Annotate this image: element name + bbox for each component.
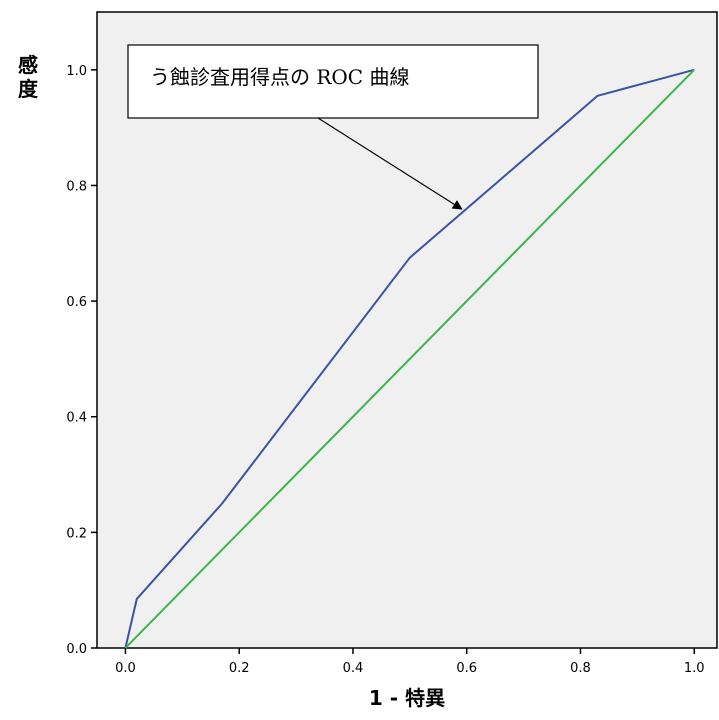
roc-curve-line	[124, 68, 695, 649]
x-tick-label: 0.6	[456, 661, 477, 676]
y-tick-label: 1.0	[66, 64, 87, 79]
annotation: う蝕診査用得点の ROC 曲線	[127, 44, 539, 210]
reference-diagonal-line	[124, 69, 695, 649]
y-tick-label: 0.8	[66, 179, 87, 194]
x-tick-label: 0.4	[343, 661, 364, 676]
y-axis-ticks: 0.0 0.2 0.4 0.6 0.8 1.0	[66, 64, 97, 657]
x-tick-label: 0.8	[570, 661, 591, 676]
annotation-text: う蝕診査用得点の ROC 曲線	[150, 65, 409, 89]
x-tick-label: 0.0	[115, 661, 136, 676]
x-axis-ticks: 0.0 0.2 0.4 0.6 0.8 1.0	[115, 648, 705, 676]
y-tick-label: 0.4	[66, 411, 87, 426]
y-tick-label: 0.0	[66, 642, 87, 657]
y-tick-label: 0.2	[66, 526, 87, 541]
annotation-arrow	[317, 117, 463, 210]
y-axis-title: 感度	[18, 53, 39, 101]
x-axis-title: 1 - 特異	[369, 686, 445, 710]
y-tick-label: 0.6	[66, 295, 87, 310]
x-tick-label: 0.2	[229, 661, 250, 676]
series-layer	[124, 68, 695, 649]
x-tick-label: 1.0	[684, 661, 705, 676]
annotation-box	[127, 44, 539, 119]
